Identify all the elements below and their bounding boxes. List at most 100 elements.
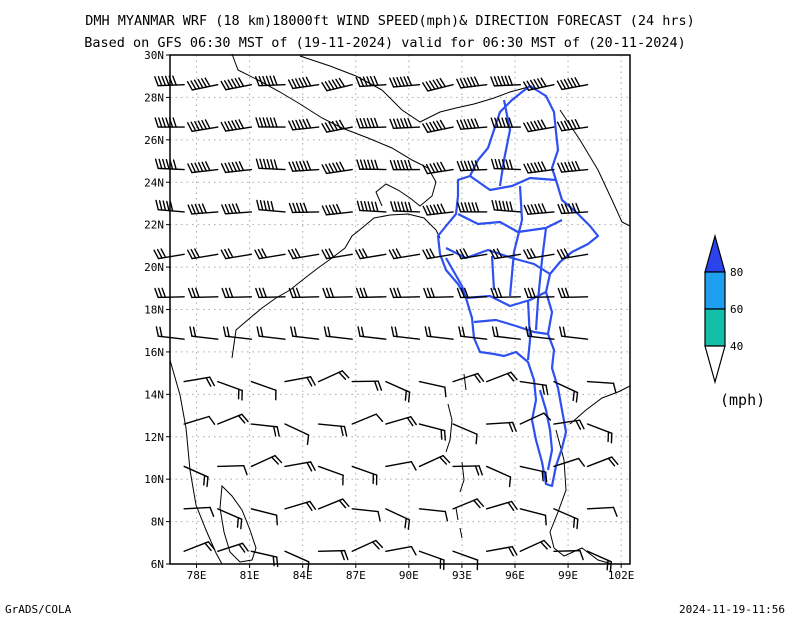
wind-barb (183, 376, 215, 387)
wind-barb (323, 326, 353, 340)
title-line-1: DMH MYANMAR WRF (18 km)18000ft WIND SPEE… (85, 13, 695, 29)
wind-barb (519, 380, 549, 396)
wind-barb (187, 161, 219, 174)
wind-barb (452, 550, 479, 571)
wind-barb (485, 465, 512, 488)
wind-barb (256, 326, 286, 340)
wind-barb (524, 287, 555, 299)
lon-label: 93E (452, 569, 472, 582)
wind-barb (385, 380, 411, 403)
lon-label: 90E (399, 569, 419, 582)
wind-barb (557, 202, 589, 215)
wind-barb (356, 159, 387, 171)
wind-barb (418, 508, 449, 522)
wind-barb (452, 465, 483, 476)
wind-barb (553, 549, 584, 561)
wind-barb (424, 326, 454, 340)
wind-barb (485, 371, 518, 383)
wind-barb (321, 203, 353, 216)
wind-barb (217, 464, 248, 476)
lon-label: 81E (240, 569, 260, 582)
footer-software: GrADS/COLA (5, 603, 72, 616)
india-interior-boundary (231, 53, 437, 207)
wind-barb (556, 119, 589, 132)
legend-label-80: 80 (730, 266, 743, 279)
wind-barb (187, 119, 219, 132)
wind-barb (356, 200, 387, 213)
wind-barb (155, 326, 185, 340)
sri-lanka-island (219, 484, 257, 563)
wind-barb (255, 158, 286, 171)
wind-barb (422, 119, 454, 133)
wind-barb (355, 287, 387, 299)
wind-barb (287, 248, 320, 260)
wind-barb (490, 117, 522, 128)
wind-barb (186, 77, 219, 91)
wind-barb (183, 465, 209, 488)
wind-barb (351, 465, 378, 486)
wind-barb (287, 76, 320, 90)
myanmar-boundaries (436, 84, 600, 488)
wind-barb (355, 117, 387, 129)
lon-label: 84E (293, 569, 313, 582)
wind-barb (183, 506, 215, 518)
wind-barb (250, 380, 277, 401)
lat-label: 8N (151, 516, 164, 529)
wind-barb (559, 326, 589, 340)
wind-barb (489, 248, 522, 260)
wind-barb (490, 287, 522, 299)
wind-barb (284, 376, 316, 387)
wind-barb (422, 248, 454, 260)
wind-barb (586, 456, 619, 468)
lat-label: 18N (144, 304, 164, 317)
andaman-islands (445, 373, 467, 493)
wind-barb (586, 506, 618, 517)
wind-barb (388, 248, 421, 260)
wind-barb (288, 160, 320, 172)
wind-barb (490, 75, 522, 87)
legend-label-40: 40 (730, 340, 743, 353)
wind-barb (519, 465, 548, 483)
wind-barb (385, 545, 417, 556)
wind-barb (390, 201, 421, 213)
wind-barb (523, 248, 555, 260)
wind-barb (351, 539, 384, 552)
lon-label: 78E (187, 569, 207, 582)
wind-barb (250, 508, 278, 526)
wind-barb (452, 423, 478, 445)
wind-barb (355, 75, 387, 88)
lat-label: 10N (144, 473, 164, 486)
map-panel (153, 53, 631, 572)
wind-barb (254, 248, 286, 260)
wind-barb (284, 423, 310, 446)
wind-barb (458, 326, 488, 340)
wind-barb (355, 248, 387, 260)
wind-barb (456, 118, 488, 130)
wind-barb (485, 500, 518, 511)
wind-barb (189, 326, 219, 340)
wind-barb (385, 508, 411, 530)
wind-barb (254, 75, 286, 87)
wind-barb (456, 76, 488, 89)
wind-barb (525, 326, 555, 340)
wind-barb (491, 199, 522, 213)
lat-label: 26N (144, 134, 164, 147)
wind-barb (288, 118, 320, 131)
wind-barb (256, 199, 286, 213)
footer-timestamp: 2024-11-19-11:56 (679, 603, 785, 616)
wind-barb (523, 161, 555, 174)
title-line-2: Based on GFS 06:30 MST of (19-11-2024) v… (84, 35, 685, 51)
wind-barb (519, 412, 552, 425)
wind-barb (317, 465, 344, 486)
wind-barb (220, 77, 253, 91)
wind-barb (456, 287, 488, 299)
wind-barb (351, 508, 381, 522)
wind-barb (455, 248, 488, 260)
legend-label-60: 60 (730, 303, 743, 316)
wind-barb (586, 380, 617, 394)
lat-lon-grid (170, 55, 630, 564)
wind-barb (557, 287, 589, 299)
wind-barb (221, 287, 253, 299)
wind-barb (221, 203, 253, 215)
